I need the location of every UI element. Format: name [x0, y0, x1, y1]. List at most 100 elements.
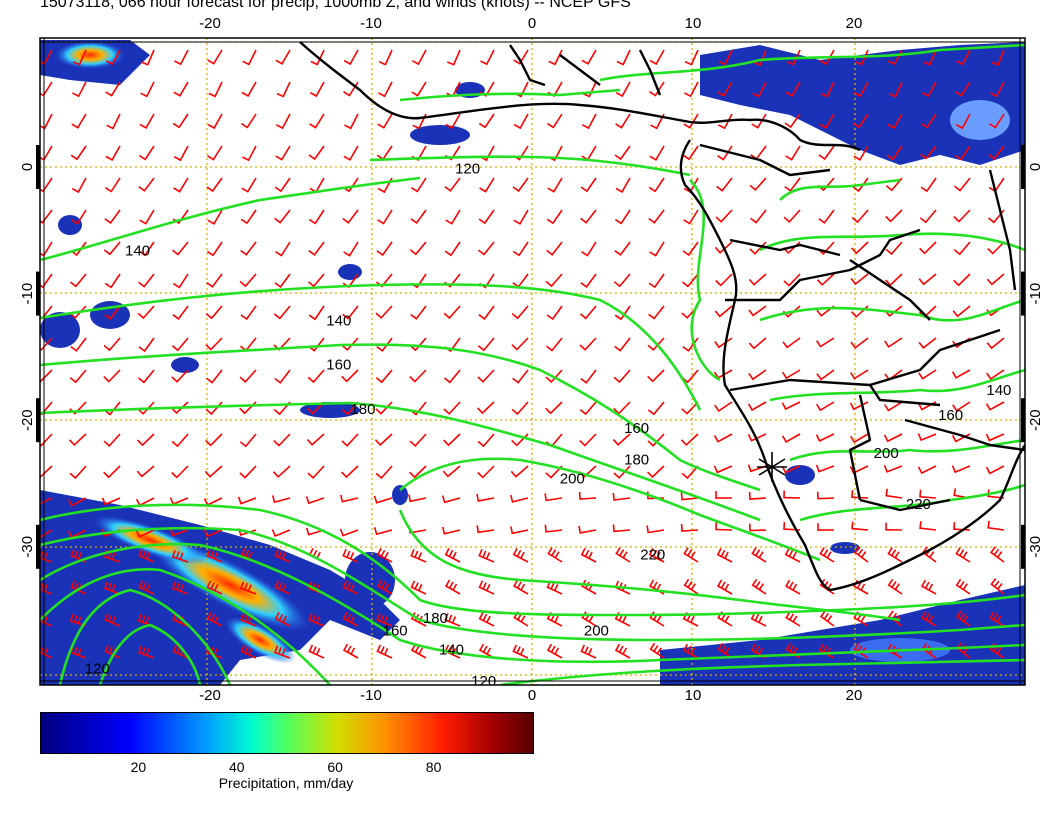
wind-barb — [513, 579, 529, 595]
wind-barb — [376, 337, 393, 352]
wind-barb — [275, 145, 291, 161]
wind-barb — [647, 369, 665, 383]
wind-barb — [339, 528, 359, 537]
wind-barb — [579, 433, 597, 447]
wind-barb — [717, 642, 733, 659]
wind-barb — [307, 401, 325, 415]
wind-barb — [680, 433, 699, 447]
wind-barb — [207, 113, 223, 130]
wind-barb — [683, 209, 699, 225]
contour-label: 120 — [455, 160, 480, 177]
wind-barb — [749, 523, 767, 532]
wind-barb — [512, 369, 529, 384]
wind-barb — [408, 494, 427, 503]
wind-barb — [103, 337, 121, 352]
wind-barb — [987, 241, 1005, 255]
wind-barb — [208, 81, 223, 98]
wind-barb — [952, 305, 971, 318]
wind-barb — [885, 273, 903, 287]
wind-barb — [613, 273, 631, 288]
wind-barb — [884, 401, 903, 412]
wind-barb — [951, 465, 971, 474]
wind-barb — [138, 273, 155, 288]
wind-barb — [953, 209, 971, 223]
colorbar-tick-label: 20 — [130, 759, 147, 775]
wind-barb — [819, 113, 835, 129]
contour-label: 160 — [938, 407, 963, 424]
wind-barb — [69, 305, 87, 319]
wind-barb — [785, 81, 801, 97]
wind-barb — [40, 337, 53, 352]
wind-barb — [683, 113, 699, 129]
wind-barb — [581, 241, 597, 257]
wind-barb — [275, 49, 291, 65]
wind-barb — [378, 49, 393, 66]
wind-barb — [138, 241, 155, 257]
wind-barb — [105, 145, 121, 161]
wind-barb — [951, 369, 971, 379]
wind-barb — [441, 495, 461, 504]
wind-barb — [341, 369, 359, 383]
wind-barb — [378, 81, 393, 98]
wind-barb — [375, 273, 393, 288]
wind-barb — [276, 81, 291, 98]
wind-barb — [647, 433, 665, 447]
wind-barb — [512, 177, 529, 193]
wind-barb — [40, 401, 53, 416]
wind-barb — [308, 613, 325, 627]
wind-barb — [410, 580, 427, 595]
wind-barb — [480, 49, 495, 66]
wind-barb — [717, 579, 733, 595]
wind-barb — [680, 523, 699, 532]
wind-barb — [204, 465, 223, 478]
wind-barb — [309, 113, 325, 129]
wind-barb — [883, 465, 903, 473]
wind-barb — [580, 209, 597, 224]
wind-barb — [271, 529, 291, 538]
wind-barb — [714, 305, 733, 318]
wind-barb — [140, 49, 155, 66]
wind-barb — [850, 273, 869, 286]
wind-barb — [888, 81, 903, 98]
wind-barb — [173, 145, 189, 162]
wind-barb — [717, 81, 733, 97]
wind-barb — [342, 612, 359, 627]
wind-barb — [985, 433, 1005, 442]
wind-barb — [885, 241, 903, 256]
wind-barb — [647, 401, 665, 416]
wind-barb — [40, 209, 53, 224]
wind-barb — [139, 113, 155, 129]
wind-barb — [918, 337, 937, 350]
wind-barb — [851, 490, 869, 499]
wind-barb — [885, 488, 903, 499]
wind-barb — [240, 241, 257, 256]
wind-barb — [955, 578, 971, 595]
wind-barb — [853, 546, 869, 563]
wind-barb — [648, 209, 665, 224]
contour-label: 200 — [584, 622, 609, 639]
wind-barb — [511, 337, 529, 351]
wind-barb — [883, 433, 903, 443]
wind-barb — [477, 433, 495, 448]
wind-barb — [409, 465, 427, 479]
wind-barb — [546, 643, 563, 659]
wind-barb — [581, 113, 597, 130]
wind-barb — [920, 113, 937, 129]
wind-barb — [377, 113, 393, 129]
wind-barb — [849, 401, 869, 411]
wind-barb — [681, 465, 699, 480]
wind-barb — [785, 579, 801, 595]
wind-barb — [750, 612, 767, 627]
wind-barb — [70, 337, 87, 352]
longitude-labels-top: -20 -10 0 10 20 — [199, 15, 862, 32]
wind-barb — [647, 337, 665, 352]
contour-label: 180 — [624, 452, 649, 469]
wind-barb — [717, 145, 733, 161]
wind-barb — [274, 580, 291, 595]
wind-barb — [308, 337, 325, 352]
wind-barb — [546, 241, 563, 256]
wind-barb — [953, 273, 971, 287]
wind-barb — [783, 490, 801, 499]
longitude-tick-label: 20 — [846, 15, 863, 32]
wind-barb — [781, 433, 801, 443]
